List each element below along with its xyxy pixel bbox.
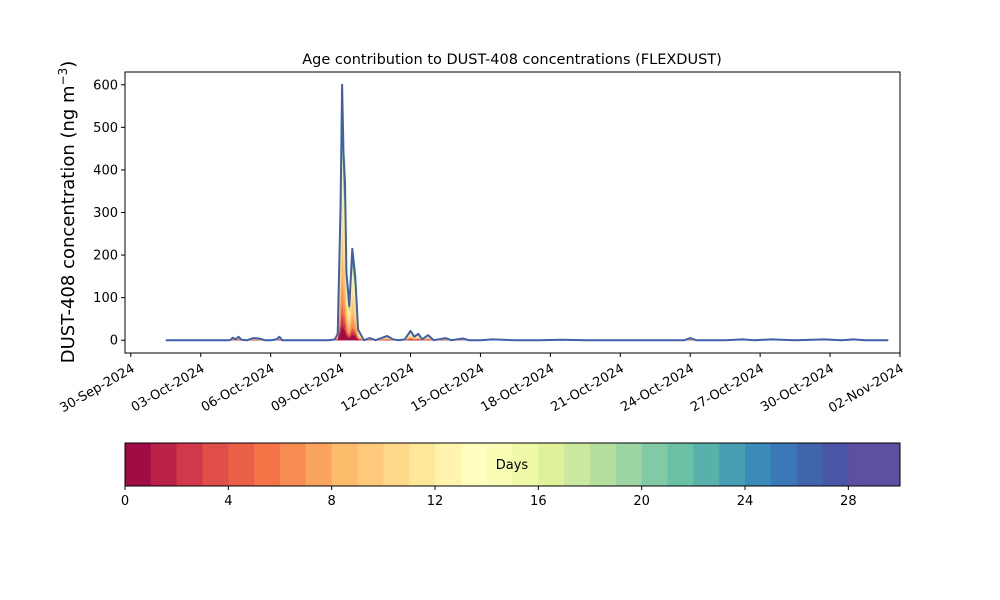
age-band-area: [165, 304, 889, 341]
x-tick-label: 03-Oct-2024: [129, 361, 207, 415]
colorbar-segment: [228, 443, 255, 486]
colorbar-segment: [822, 443, 849, 486]
colorbar: 0 4 8 12 16 20 24 28: [121, 442, 901, 509]
x-tick-label: 15-Oct-2024: [409, 361, 487, 415]
colorbar-segment: [512, 443, 539, 486]
age-band-area: [165, 314, 889, 341]
plot-frame: [124, 71, 901, 354]
colorbar-segment: [719, 443, 746, 486]
colorbar-segment: [564, 443, 591, 486]
colorbar-segment: [486, 443, 513, 486]
colorbar-segment: [331, 443, 358, 486]
colorbar-segment: [874, 443, 901, 486]
age-band-area: [165, 207, 889, 341]
colorbar-tick-label: 16: [530, 494, 547, 509]
colorbar-segment: [770, 443, 797, 486]
x-tick-label: 12-Oct-2024: [339, 361, 417, 415]
age-band-area: [165, 255, 889, 341]
colorbar-segment: [305, 443, 332, 486]
colorbar-segment: [125, 443, 152, 486]
y-axis-label-close: ): [58, 61, 79, 68]
colorbar-tick-label: 8: [328, 494, 336, 509]
colorbar-segment: [796, 443, 823, 486]
colorbar-segment: [254, 443, 281, 486]
colorbar-segment: [409, 443, 436, 486]
y-axis-label-text: DUST-408 concentration (ng m: [58, 85, 79, 363]
x-tick-label: 06-Oct-2024: [199, 361, 277, 415]
y-axis-label-superscript: −3: [56, 68, 70, 86]
colorbar-segment: [202, 443, 229, 486]
colorbar-segment: [150, 443, 177, 486]
age-band-area: [165, 84, 889, 341]
age-band-area: [165, 232, 889, 341]
colorbar-segment: [280, 443, 307, 486]
x-tick-label: 30-Oct-2024: [758, 361, 836, 415]
colorbar-tick-label: 20: [633, 494, 650, 509]
chart-title: Age contribution to DUST-408 concentrati…: [302, 52, 722, 68]
colorbar-segment: [693, 443, 720, 486]
x-tick-label: 02-Nov-2024: [826, 361, 906, 416]
age-band-area: [165, 156, 889, 341]
colorbar-tick-label: 12: [427, 494, 444, 509]
x-tick-label: 30-Sep-2024: [58, 361, 138, 416]
y-tick-label: 600: [93, 78, 118, 93]
colorbar-tick-label: 4: [224, 494, 232, 509]
x-tick-label: 18-Oct-2024: [479, 361, 557, 415]
colorbar-segment: [538, 443, 565, 486]
colorbar-tick-label: 0: [121, 494, 129, 509]
age-band-area: [165, 130, 889, 341]
colorbar-tick-label: 28: [840, 494, 857, 509]
colorbar-segment: [383, 443, 410, 486]
colorbar-frame: [124, 442, 901, 487]
age-band-area: [165, 324, 889, 341]
colorbar-segment: [176, 443, 203, 486]
y-tick-label: 300: [93, 206, 118, 221]
colorbar-tick-label: 24: [737, 494, 754, 509]
y-tick-label: 100: [93, 291, 118, 306]
x-tick-label: 21-Oct-2024: [548, 361, 626, 415]
colorbar-segment: [745, 443, 772, 486]
colorbar-segment: [848, 443, 875, 486]
x-tick-label: 24-Oct-2024: [618, 361, 696, 415]
age-band-area: [165, 110, 889, 341]
y-tick-label: 500: [93, 121, 118, 136]
age-band-area: [165, 95, 889, 341]
y-axis-label: DUST-408 concentration (ng m−3): [56, 61, 79, 364]
colorbar-segment: [460, 443, 487, 486]
plot-area: 0 100 200 300 400 500 600 30-Sep-202403-Oct-202…: [58, 71, 907, 416]
colorbar-segment: [357, 443, 384, 486]
age-band-area: [165, 289, 889, 341]
colorbar-segment: [667, 443, 694, 486]
colorbar-label: Days: [496, 458, 529, 473]
total-concentration-line: [165, 83, 889, 342]
colorbar-segment: [641, 443, 668, 486]
x-tick-label: 09-Oct-2024: [269, 361, 347, 415]
colorbar-segment: [590, 443, 617, 486]
age-band-area: [165, 273, 889, 341]
colorbar-segment: [435, 443, 462, 486]
age-band-area: [165, 181, 889, 341]
y-tick-label: 0: [110, 334, 118, 349]
y-tick-label: 400: [93, 163, 118, 178]
x-tick-label: 27-Oct-2024: [688, 361, 766, 415]
y-tick-label: 200: [93, 249, 118, 264]
age-contribution-areas: [165, 84, 889, 341]
colorbar-segment: [615, 443, 642, 486]
